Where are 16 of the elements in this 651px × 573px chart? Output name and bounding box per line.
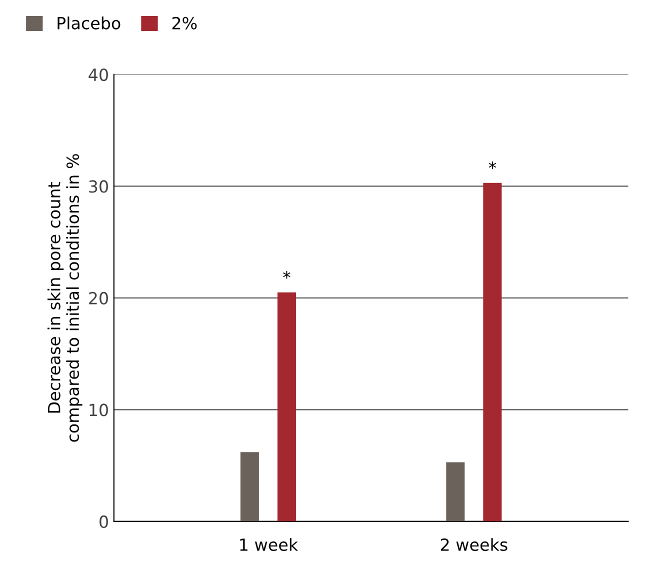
y-tick-label: 10	[90, 404, 108, 416]
legend-label: 2%	[172, 16, 197, 30]
y-tick-label: 20	[89, 292, 108, 305]
x-tick-label: 2 weeks	[440, 538, 508, 551]
y-tick-label: 30	[89, 180, 108, 193]
bar	[483, 182, 502, 522]
y-tick-label: 40	[88, 68, 108, 82]
y-axis-title: Decrease in skin pore count compared to initial conditions in %	[48, 154, 82, 442]
annotation: *	[488, 161, 496, 170]
bar	[240, 452, 259, 522]
bar	[277, 292, 296, 522]
legend-label: Placebo	[58, 16, 120, 30]
bar	[446, 462, 465, 522]
x-tick-label: 1 week	[240, 538, 298, 551]
annotation: *	[283, 270, 290, 279]
y-tick-label: 0	[100, 515, 108, 528]
